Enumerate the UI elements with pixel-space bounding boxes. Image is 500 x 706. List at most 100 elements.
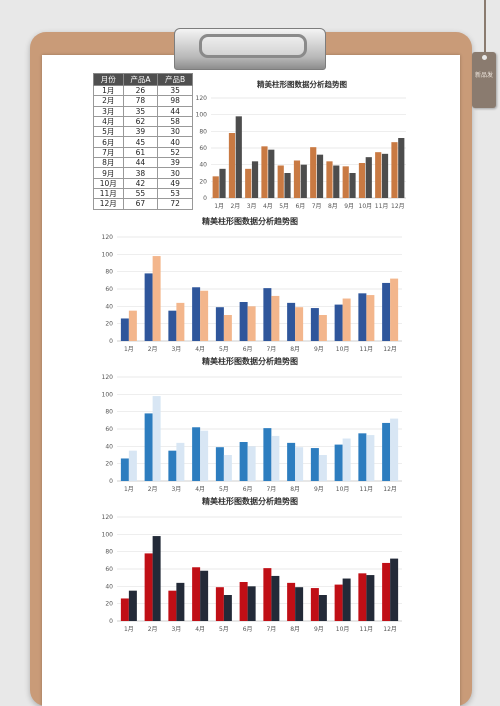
bar-product-a <box>358 293 367 341</box>
table-cell: 12月 <box>93 198 124 210</box>
bar-product-a <box>310 308 319 341</box>
bar-product-a <box>310 448 319 481</box>
bar-product-a <box>310 588 319 621</box>
bar-product-b <box>247 306 256 341</box>
x-tick-label: 6月 <box>295 203 305 210</box>
table-row: 1月 26 35 <box>93 84 193 97</box>
chart-title: 精美柱形图数据分析趋势图 <box>257 79 347 89</box>
bar-product-b <box>318 315 327 341</box>
y-tick-label: 120 <box>102 374 114 381</box>
table-cell: 35 <box>157 84 193 97</box>
x-tick-label: 1月 <box>214 203 224 210</box>
bar-product-a <box>382 562 391 621</box>
bar-product-a <box>215 447 224 481</box>
bar-product-a <box>144 273 153 341</box>
y-tick-label: 80 <box>199 128 207 135</box>
bar-product-a <box>375 152 382 198</box>
bar-product-b <box>223 315 232 341</box>
x-tick-label: 11月 <box>360 486 374 493</box>
bar-product-b <box>318 455 327 481</box>
bar-product-b <box>381 153 389 198</box>
x-tick-label: 8月 <box>290 346 300 353</box>
x-tick-label: 2月 <box>148 486 158 493</box>
bar-product-a <box>239 302 248 341</box>
bar-product-b <box>200 290 209 341</box>
table-cell: 55 <box>122 187 159 200</box>
bar-product-b <box>284 173 291 198</box>
bar-product-b <box>316 154 324 198</box>
table-header-month: 月份 <box>93 73 124 86</box>
bar-product-b <box>128 310 137 341</box>
table-cell: 26 <box>122 84 159 97</box>
bar-product-a <box>334 444 343 481</box>
x-tick-label: 7月 <box>312 203 322 210</box>
bar-product-b <box>176 582 185 621</box>
table-cell: 38 <box>122 167 159 179</box>
x-tick-label: 2月 <box>148 626 158 633</box>
x-tick-label: 6月 <box>243 346 253 353</box>
x-tick-label: 12月 <box>391 203 405 210</box>
y-tick-label: 120 <box>196 95 208 102</box>
bar-product-b <box>128 450 137 481</box>
bar-product-b <box>295 587 304 621</box>
table-row: 11月 55 53 <box>93 187 193 200</box>
y-tick-label: 80 <box>105 549 113 556</box>
bar-product-a <box>168 310 177 341</box>
table-header-product-b: 产品B <box>157 73 193 86</box>
table-cell: 30 <box>157 126 193 138</box>
table-cell: 58 <box>157 115 193 128</box>
bar-product-a <box>192 427 201 481</box>
table-row: 10月 42 49 <box>93 177 193 189</box>
y-tick-label: 20 <box>105 321 113 328</box>
bar-product-a <box>144 413 153 481</box>
y-tick-label: 40 <box>105 583 113 590</box>
x-tick-label: 10月 <box>336 626 350 633</box>
y-tick-label: 100 <box>102 391 114 398</box>
x-tick-label: 1月 <box>124 346 134 353</box>
x-tick-label: 3月 <box>247 203 257 210</box>
table-row: 5月 39 30 <box>93 126 193 138</box>
x-tick-label: 2月 <box>230 203 240 210</box>
bar-product-b <box>200 430 209 481</box>
x-tick-label: 9月 <box>314 626 324 633</box>
table-row: 4月 62 58 <box>93 115 193 128</box>
table-cell: 4月 <box>93 115 124 128</box>
bar-product-b <box>398 138 405 198</box>
x-tick-label: 3月 <box>171 346 181 353</box>
bar-product-b <box>223 455 232 481</box>
bar-product-a <box>342 166 349 198</box>
y-tick-label: 80 <box>105 409 113 416</box>
x-tick-label: 8月 <box>290 486 300 493</box>
tag-hole <box>482 55 487 60</box>
bar-product-b <box>251 161 259 198</box>
bar-product-b <box>271 295 280 341</box>
x-tick-label: 10月 <box>359 203 373 210</box>
table-cell: 62 <box>122 115 159 128</box>
bar-product-a <box>215 587 224 621</box>
hang-tag <box>472 52 496 108</box>
y-tick-label: 120 <box>102 514 114 521</box>
table-cell: 35 <box>122 105 159 117</box>
x-tick-label: 11月 <box>360 346 374 353</box>
table-row: 2月 78 98 <box>93 95 193 107</box>
table-cell: 6月 <box>93 136 124 148</box>
bar-product-b <box>318 595 327 621</box>
y-tick-label: 20 <box>105 461 113 468</box>
bar-chart-1: 精美柱形图数据分析趋势图 0 20 40 60 80 100 120 1月 2月 3月 4月 5月 6月 7… <box>196 79 406 210</box>
x-tick-label: 11月 <box>375 203 389 210</box>
bar-product-b <box>200 570 209 621</box>
bar-product-b <box>247 586 256 621</box>
bar-product-a <box>310 147 317 198</box>
x-tick-label: 8月 <box>328 203 338 210</box>
clip-handle <box>199 34 307 58</box>
table-cell: 53 <box>157 187 193 200</box>
bar-product-a <box>215 307 224 341</box>
bar-product-b <box>152 536 161 621</box>
x-tick-label: 3月 <box>171 626 181 633</box>
y-tick-label: 0 <box>109 478 113 485</box>
bar-product-a <box>277 165 284 198</box>
y-tick-label: 120 <box>102 234 114 241</box>
bar-product-a <box>334 304 343 341</box>
x-tick-label: 10月 <box>336 486 350 493</box>
bar-product-b <box>390 418 399 481</box>
